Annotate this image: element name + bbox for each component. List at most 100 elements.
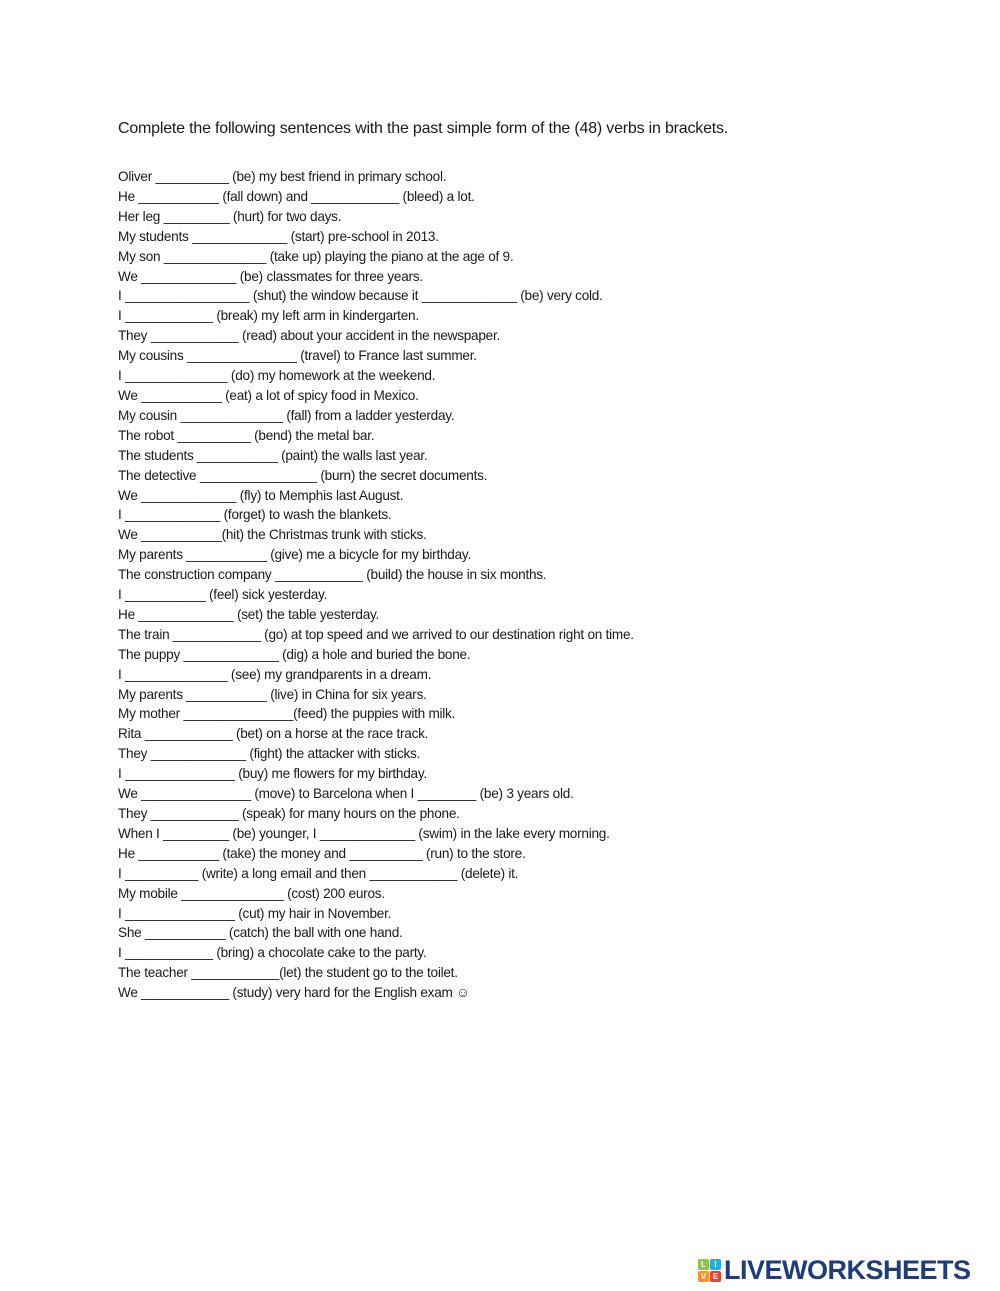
sentence-text: (feed) the puppies with milk. (293, 706, 456, 722)
answer-blank[interactable]: ___________ (144, 925, 226, 941)
sentence-text: (bend) the metal bar. (250, 427, 375, 443)
answer-blank[interactable]: ____________ (274, 567, 363, 583)
answer-blank[interactable]: ____________ (125, 945, 213, 961)
answer-blank[interactable]: ______________ (181, 885, 284, 901)
answer-blank[interactable]: ____________ (144, 726, 233, 742)
answer-blank[interactable]: ________________ (199, 467, 317, 483)
answer-blank[interactable]: _____________ (125, 507, 221, 523)
sentence-text: (take up) playing the piano at the age o… (266, 248, 514, 264)
answer-blank[interactable]: ____________ (125, 308, 213, 324)
answer-blank[interactable]: _____________ (150, 746, 246, 762)
answer-blank[interactable]: _______________ (141, 786, 251, 802)
sentence-text: We (118, 786, 142, 802)
answer-blank[interactable]: ____________ (369, 865, 458, 881)
sentence-line: They ____________ (speak) for many hours… (118, 804, 634, 824)
sentence-text: We (118, 985, 142, 1001)
sentence-line: My students _____________ (start) pre-sc… (118, 227, 634, 247)
answer-blank[interactable]: __________ (125, 865, 199, 881)
sentence-text: I (118, 766, 126, 782)
answer-blank[interactable]: ___________ (197, 447, 278, 463)
sentence-text: My parents (118, 547, 187, 563)
answer-blank[interactable]: ___________ (138, 188, 219, 204)
answer-blank[interactable]: ___________ (186, 547, 267, 563)
sentence-line: My parents ___________ (give) me a bicyc… (118, 545, 634, 565)
logo-cube: L (698, 1259, 709, 1270)
sentence-text: (see) my grandparents in a dream. (227, 666, 432, 682)
sentence-text: The train (118, 626, 173, 642)
sentence-text: I (118, 865, 126, 881)
answer-blank[interactable]: _____________ (183, 646, 279, 662)
answer-blank[interactable]: ___________ (125, 587, 206, 603)
answer-blank[interactable]: _____________ (138, 606, 234, 622)
logo-cube: E (710, 1271, 721, 1282)
answer-blank[interactable]: __________ (349, 845, 423, 861)
answer-blank[interactable]: __________ (177, 427, 251, 443)
sentence-text: My mother (118, 706, 184, 722)
sentence-text: (eat) a lot of spicy food in Mexico. (221, 387, 419, 403)
answer-blank[interactable]: _____________ (141, 268, 237, 284)
sentence-line: Rita ____________ (bet) on a horse at th… (118, 724, 634, 744)
sentence-line: He ___________ (fall down) and _________… (118, 187, 634, 207)
sentence-text: (cost) 200 euros. (283, 885, 385, 901)
sentence-text: I (118, 945, 126, 961)
answer-blank[interactable]: _______________ (125, 905, 235, 921)
sentence-text: My cousin (118, 407, 181, 423)
answer-blank[interactable]: _________ (163, 208, 230, 224)
sentence-text: (take) the money and (218, 845, 350, 861)
answer-blank[interactable]: __________ (155, 169, 229, 184)
answer-blank[interactable]: _______________ (125, 766, 235, 782)
sentence-line: I _____________ (forget) to wash the bla… (118, 505, 634, 525)
answer-blank[interactable]: _________ (163, 825, 229, 841)
answer-blank[interactable]: _____________ (421, 288, 517, 304)
answer-blank[interactable]: ____________ (172, 626, 261, 642)
answer-blank[interactable]: ___________ (186, 686, 267, 702)
sentence-line: The students ___________ (paint) the wal… (118, 446, 634, 466)
sentence-text: (feel) sick yesterday. (205, 587, 328, 603)
sentence-text: (do) my homework at the weekend. (227, 368, 436, 384)
answer-blank[interactable]: ____________ (150, 328, 239, 344)
answer-blank[interactable]: ___________ (141, 387, 222, 403)
sentence-text: The construction company (118, 567, 275, 583)
sentence-text: (be) classmates for three years. (236, 268, 423, 284)
sentence-text: (shut) the window because it (249, 288, 422, 304)
sentence-text: (bleed) a lot. (399, 188, 475, 204)
sentence-text: (hurt) for two days. (229, 208, 342, 224)
sentence-text: (run) to the store. (422, 845, 526, 861)
answer-blank[interactable]: _____________ (192, 228, 288, 244)
sentence-line: I _______________ (buy) me flowers for m… (118, 764, 634, 784)
answer-blank[interactable]: ______________ (163, 248, 267, 264)
answer-blank[interactable]: ____________ (311, 188, 400, 204)
sentence-line: We ___________(hit) the Christmas trunk … (118, 525, 634, 545)
sentence-text: My students (118, 228, 193, 244)
answer-blank[interactable]: _____________ (319, 825, 415, 841)
sentence-text: They (118, 806, 151, 821)
answer-blank[interactable]: ___________ (138, 845, 219, 861)
sentence-text: (break) my left arm in kindergarten. (212, 308, 419, 324)
sentence-text: (study) very hard for the English exam ☺ (228, 985, 470, 1001)
answer-blank[interactable]: ________ (417, 786, 477, 802)
answer-blank[interactable]: ______________ (125, 666, 228, 682)
answer-blank[interactable]: _________________ (125, 288, 250, 304)
sentence-text: (build) the house in six months. (362, 567, 547, 583)
sentence-line: Oliver __________ (be) my best friend in… (118, 167, 634, 187)
sentence-text: (swim) in the lake every morning. (414, 825, 610, 841)
worksheet-instruction: Complete the following sentences with th… (118, 120, 729, 137)
sentence-line: The teacher ____________(let) the studen… (118, 963, 634, 983)
logo-cube: V (698, 1271, 709, 1282)
sentence-line: I ___________ (feel) sick yesterday. (118, 585, 634, 605)
answer-blank[interactable]: ______________ (125, 368, 228, 384)
sentence-line: The train ____________ (go) at top speed… (118, 625, 634, 645)
answer-blank[interactable]: ____________ (191, 965, 280, 981)
answer-blank[interactable]: ____________ (141, 985, 229, 1001)
answer-blank[interactable]: ____________ (150, 806, 239, 821)
answer-blank[interactable]: _______________ (183, 706, 294, 722)
sentence-text: (paint) the walls last year. (277, 447, 428, 463)
sentence-line: I ____________ (break) my left arm in ki… (118, 306, 634, 326)
sentence-text: (give) me a bicycle for my birthday. (266, 547, 471, 563)
answer-blank[interactable]: ______________ (180, 407, 283, 423)
sentence-text: (bet) on a horse at the race track. (232, 726, 429, 742)
answer-blank[interactable]: _______________ (187, 348, 297, 364)
answer-blank[interactable]: _____________ (141, 487, 237, 503)
sentence-text: My parents (118, 686, 187, 702)
answer-blank[interactable]: ___________ (141, 527, 222, 543)
